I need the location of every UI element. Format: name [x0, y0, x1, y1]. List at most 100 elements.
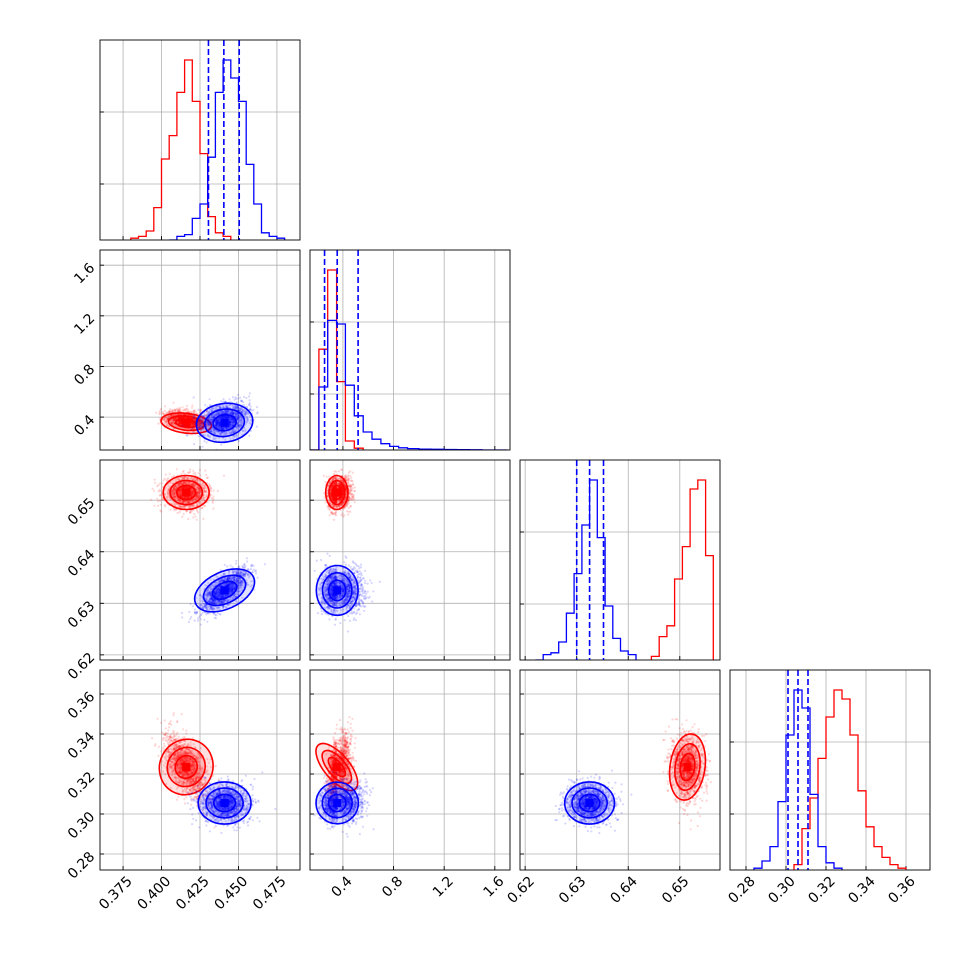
sample-point — [224, 410, 227, 413]
sample-point — [191, 414, 194, 417]
sample-point — [176, 511, 179, 515]
sample-point — [246, 560, 249, 563]
sample-point — [170, 410, 173, 413]
sample-point — [190, 423, 193, 427]
sample-point — [205, 421, 208, 424]
sample-point — [215, 423, 219, 426]
sample-point — [201, 418, 204, 421]
sample-point — [232, 413, 235, 416]
sample-point — [192, 516, 195, 519]
sample-point — [248, 392, 251, 395]
histogram-step — [310, 319, 508, 450]
sample-point — [190, 420, 193, 423]
sample-point — [186, 407, 189, 410]
sample-point — [247, 395, 251, 398]
sample-point — [234, 406, 237, 409]
sample-point — [228, 423, 231, 426]
sample-point — [191, 421, 194, 424]
sample-point — [157, 504, 160, 507]
sample-point — [231, 419, 234, 422]
sample-point — [192, 427, 195, 430]
sample-point — [164, 405, 167, 408]
sample-point — [179, 420, 183, 423]
sample-point — [174, 417, 177, 420]
sample-point — [235, 412, 238, 415]
sample-point — [178, 408, 181, 411]
sample-point — [161, 485, 164, 488]
sample-point — [197, 472, 200, 475]
sample-point — [177, 410, 180, 413]
sample-point — [190, 422, 193, 426]
sample-point — [170, 414, 173, 417]
sample-point — [177, 416, 181, 419]
sample-point — [208, 422, 211, 426]
sample-point — [235, 397, 238, 400]
sample-point — [180, 416, 183, 419]
sample-point — [197, 425, 201, 428]
sample-point — [199, 423, 202, 427]
sample-point — [215, 420, 218, 424]
sample-point — [172, 414, 175, 417]
sample-point — [188, 417, 191, 420]
sample-point — [192, 422, 195, 425]
sample-point — [236, 422, 239, 425]
sample-point — [171, 417, 175, 420]
sample-point — [206, 424, 209, 427]
sample-point — [192, 422, 195, 425]
sample-point — [222, 403, 225, 407]
sample-point — [228, 421, 231, 424]
sample-point — [235, 426, 238, 429]
sample-point — [234, 412, 237, 415]
sample-point — [191, 423, 194, 426]
sample-point — [248, 434, 251, 437]
sample-point — [152, 489, 155, 492]
sample-point — [220, 400, 223, 403]
sample-point — [250, 565, 253, 568]
sample-point — [158, 482, 161, 485]
sample-point — [229, 419, 232, 422]
sample-point — [248, 401, 251, 405]
sample-point — [224, 417, 227, 420]
sample-point — [228, 420, 232, 424]
sample-point — [207, 418, 210, 422]
series-1-scatter — [181, 392, 259, 450]
sample-point — [170, 422, 173, 425]
sample-point — [216, 423, 219, 426]
sample-point — [159, 412, 162, 415]
sample-point — [222, 427, 225, 431]
sample-point — [228, 422, 231, 425]
sample-point — [199, 507, 202, 510]
sample-point — [164, 421, 167, 424]
sample-point — [215, 423, 218, 427]
sample-point — [216, 424, 219, 427]
sample-point — [167, 415, 170, 418]
sample-point — [185, 510, 188, 513]
sample-point — [229, 564, 232, 567]
sample-point — [169, 508, 172, 511]
sample-point — [197, 423, 200, 426]
sample-point — [166, 423, 169, 426]
sample-point — [169, 414, 172, 417]
sample-point — [158, 413, 161, 416]
sample-point — [181, 515, 184, 519]
sample-point — [239, 396, 242, 399]
sample-point — [198, 424, 201, 427]
sample-point — [203, 618, 206, 621]
sample-point — [210, 487, 213, 490]
sample-point — [208, 423, 211, 427]
sample-point — [165, 424, 168, 427]
sample-point — [255, 425, 258, 428]
sample-point — [180, 420, 183, 424]
sample-point — [180, 422, 183, 425]
sample-point — [177, 422, 180, 425]
sample-point — [182, 513, 185, 516]
sample-point — [224, 432, 228, 435]
sample-point — [192, 421, 195, 425]
sample-point — [249, 405, 252, 408]
sample-point — [199, 408, 202, 411]
sample-point — [178, 421, 181, 424]
sample-point — [158, 411, 161, 414]
sample-point — [180, 416, 183, 419]
sample-point — [166, 411, 169, 414]
sample-point — [263, 563, 266, 566]
